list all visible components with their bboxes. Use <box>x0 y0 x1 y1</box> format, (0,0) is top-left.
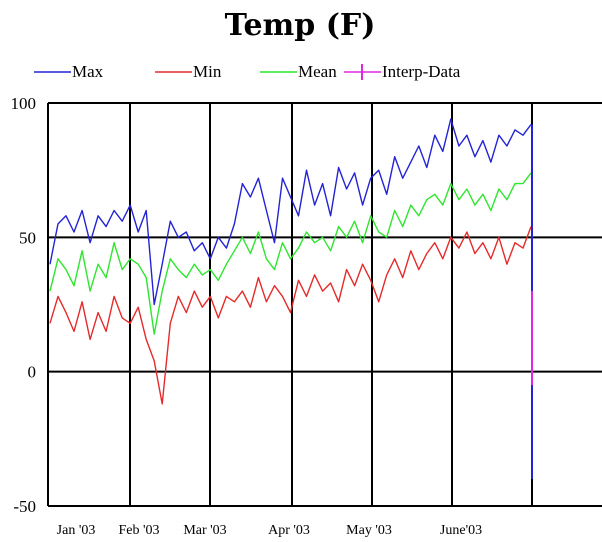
x-axis: Jan '03 Feb '03 Mar '03 Apr '03 May '03 June'… <box>57 523 482 538</box>
legend-item: Interp-Data <box>344 62 461 81</box>
legend-item: Max <box>34 62 104 81</box>
grid <box>47 102 602 507</box>
legend-item: Min <box>155 62 222 81</box>
legend: Max Min Mean Interp-Data <box>34 62 461 81</box>
x-tick-label: Mar '03 <box>183 523 226 538</box>
y-tick-label: -50 <box>13 497 36 516</box>
chart-title: Temp (F) <box>225 8 376 43</box>
series-group <box>49 118 533 480</box>
series-line-min <box>49 226 532 405</box>
legend-label: Min <box>193 62 222 81</box>
y-tick-label: 100 <box>11 94 37 113</box>
series-line-mean <box>49 172 532 335</box>
legend-label: Interp-Data <box>382 62 461 81</box>
x-tick-label: June'03 <box>440 523 482 538</box>
x-tick-label: May '03 <box>346 523 392 538</box>
y-tick-label: 50 <box>19 228 36 247</box>
x-tick-label: Jan '03 <box>57 523 96 538</box>
x-tick-label: Feb '03 <box>118 523 159 538</box>
legend-item: Mean <box>260 62 337 81</box>
y-tick-label: 0 <box>28 363 37 382</box>
y-axis: 100 50 0 -50 <box>11 94 37 516</box>
legend-label: Max <box>72 62 104 81</box>
legend-label: Mean <box>298 62 337 81</box>
x-tick-label: Apr '03 <box>268 523 310 538</box>
series-line-max <box>49 118 532 306</box>
